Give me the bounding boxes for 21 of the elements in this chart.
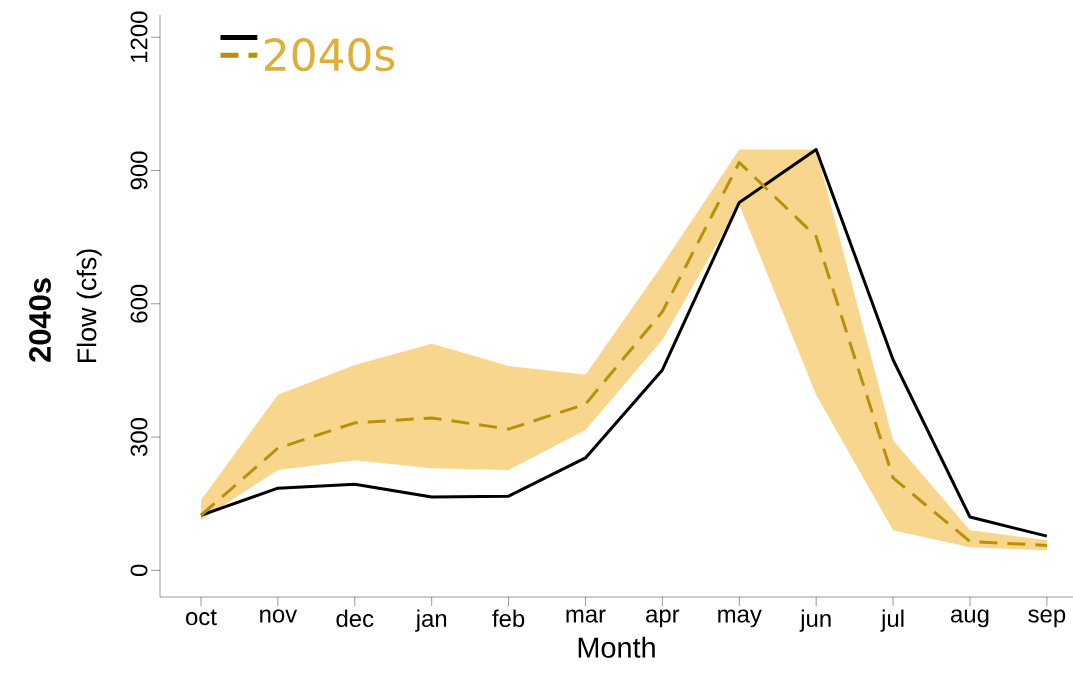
x-tick-label: mar (566, 609, 606, 623)
x-tick-label: jul (880, 609, 904, 632)
text: 2040s (265, 38, 395, 72)
x-tick-label: jun (799, 609, 831, 632)
y-axis-title: Flow (cfs) (76, 249, 102, 363)
y-tick-label: 900 (130, 151, 148, 190)
x-tick-label: nov (260, 609, 298, 623)
x-tick-label: apr (646, 609, 680, 628)
text: 2040s (29, 278, 51, 362)
x-tick-label: jan (415, 609, 447, 632)
y-tick-label: 0 (130, 564, 148, 577)
x-tick-label: sep (1028, 609, 1066, 628)
x-tick-label: feb (492, 609, 525, 628)
x-tick-label: oct (186, 609, 217, 626)
x-tick-label: aug (951, 609, 989, 628)
x-axis-title: Month (578, 636, 655, 658)
x-tick-label: dec (336, 609, 374, 628)
y-tick-label: 1200 (130, 11, 148, 62)
x-tick-label: may (718, 609, 762, 628)
y-tick-label: 300 (130, 418, 148, 457)
y-tick-label: 600 (130, 284, 148, 323)
